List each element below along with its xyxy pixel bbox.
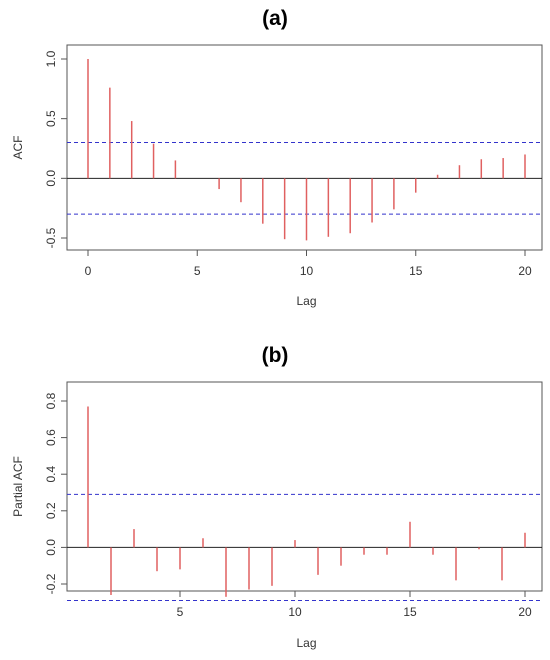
- panel-title: (b): [262, 344, 289, 367]
- y-tick-label: 0.2: [44, 502, 58, 519]
- x-tick-label: 5: [177, 605, 184, 619]
- x-tick-label: 5: [194, 264, 201, 278]
- y-tick-label: 0.0: [44, 539, 58, 556]
- x-tick-label: 10: [300, 264, 314, 278]
- y-tick-label: 0.8: [44, 392, 58, 409]
- x-tick-label: 20: [518, 605, 532, 619]
- panel-a: (a) -0.5 0.0 0.5 1.0 0 5 10 15 20 Lag ACF: [11, 7, 543, 308]
- y-tick-label: 0.0: [44, 170, 58, 187]
- y-tick-label: -0.5: [44, 227, 58, 248]
- x-tick-label: 15: [403, 605, 417, 619]
- y-tick-label: 0.4: [44, 466, 58, 483]
- y-tick-label: -0.2: [44, 573, 58, 594]
- x-axis-label: Lag: [296, 636, 316, 650]
- x-tick-label: 10: [288, 605, 302, 619]
- x-tick-label: 0: [85, 264, 92, 278]
- y-tick-label: 0.6: [44, 429, 58, 446]
- y-axis-label: Partial ACF: [11, 456, 25, 517]
- x-tick-label: 15: [409, 264, 423, 278]
- y-tick-label: 0.5: [44, 110, 58, 127]
- x-axis-label: Lag: [296, 294, 316, 308]
- plot-frame: [66, 381, 543, 592]
- plot-frame: [66, 44, 543, 251]
- x-tick-label: 20: [518, 264, 532, 278]
- panel-title: (a): [262, 7, 288, 30]
- y-tick-label: 1.0: [44, 50, 58, 67]
- panel-b: (b) -0.2 0.0 0.2 0.4 0.6 0.8 5 10 15 20 Lag Partial …: [11, 344, 543, 650]
- y-axis-label: ACF: [11, 136, 25, 160]
